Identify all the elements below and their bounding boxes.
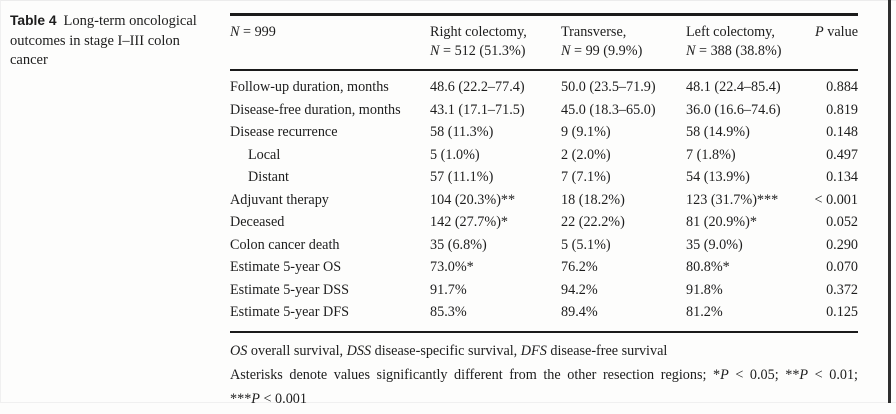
- header-transverse-line1: Transverse,: [561, 24, 627, 40]
- header-cell-left-colectomy: Left colectomy, N = 388 (38.8%): [686, 14, 813, 71]
- row-label: Follow-up duration, months: [230, 79, 389, 95]
- row-label: Distant: [248, 169, 289, 185]
- cell-p-value: < 0.001: [814, 191, 858, 208]
- cell-left-colectomy: 35 (9.0%): [686, 236, 743, 253]
- header-row: N = 999 Right colectomy, N = 512 (51.3%)…: [230, 14, 858, 71]
- cell-right-colectomy: 35 (6.8%): [430, 236, 487, 253]
- cell-right-colectomy: 48.6 (22.2–77.4): [430, 79, 525, 95]
- table-header: N = 999 Right colectomy, N = 512 (51.3%)…: [230, 14, 858, 71]
- header-cell-right-colectomy: Right colectomy, N = 512 (51.3%): [430, 14, 561, 71]
- cell-right-colectomy: 5 (1.0%): [430, 146, 480, 163]
- table-row: Follow-up duration, months 48.6 (22.2–77…: [230, 70, 858, 99]
- table-caption: Table 4 Long-term oncological outcomes in…: [10, 11, 212, 71]
- table-row: Estimate 5-year DFS 85.3% 89.4% 81.2% 0.…: [230, 301, 858, 332]
- cell-transverse: 22 (22.2%): [561, 214, 625, 230]
- cell-p-value: 0.884: [826, 79, 858, 95]
- footnote-abbreviations: OS overall survival, DSS disease-specifi…: [230, 342, 668, 359]
- row-label: Estimate 5-year OS: [230, 259, 342, 275]
- header-cell-n-total: N = 999: [230, 14, 430, 71]
- cell-right-colectomy: 73.0%*: [430, 259, 474, 275]
- table-row: Deceased 142 (27.7%)* 22 (22.2%) 81 (20.…: [230, 211, 858, 234]
- cell-left-colectomy: 36.0 (16.6–74.6): [686, 101, 781, 118]
- cell-transverse: 7 (7.1%): [561, 169, 611, 185]
- cell-p-value: 0.372: [826, 281, 858, 298]
- row-label: Colon cancer death: [230, 236, 340, 253]
- header-cell-transverse: Transverse, N = 99 (9.9%): [561, 14, 686, 71]
- cell-right-colectomy: 43.1 (17.1–71.5): [430, 101, 525, 118]
- cell-left-colectomy: 7 (1.8%): [686, 146, 736, 163]
- cell-left-colectomy: 123 (31.7%)***: [686, 191, 779, 208]
- cell-p-value: 0.134: [826, 169, 858, 185]
- cell-p-value: 0.052: [826, 214, 858, 230]
- cell-transverse: 89.4%: [561, 304, 598, 320]
- table-area: N = 999 Right colectomy, N = 512 (51.3%)…: [230, 13, 858, 414]
- header-transverse-line2: N = 99 (9.9%): [561, 43, 643, 59]
- cell-transverse: 45.0 (18.3–65.0): [561, 101, 656, 118]
- row-label: Local: [248, 146, 281, 163]
- cell-transverse: 94.2%: [561, 281, 598, 298]
- row-label: Deceased: [230, 214, 285, 230]
- cell-transverse: 5 (5.1%): [561, 236, 611, 253]
- oncological-outcomes-table: N = 999 Right colectomy, N = 512 (51.3%)…: [230, 13, 858, 333]
- header-left-colectomy-line2: N = 388 (38.8%): [686, 43, 782, 59]
- table-row: Disease-free duration, months 43.1 (17.1…: [230, 99, 858, 122]
- table-caption-text: Long-term oncological outcomes in stage …: [10, 13, 197, 68]
- header-right-colectomy-line1: Right colectomy,: [430, 24, 527, 40]
- cell-right-colectomy: 104 (20.3%)**: [430, 191, 516, 208]
- table-caption-label: Table 4: [10, 13, 57, 28]
- row-label: Estimate 5-year DSS: [230, 281, 349, 298]
- table-row: Local 5 (1.0%) 2 (2.0%) 7 (1.8%) 0.497: [230, 144, 858, 167]
- cell-right-colectomy: 142 (27.7%)*: [430, 214, 509, 230]
- cell-transverse: 50.0 (23.5–71.9): [561, 79, 656, 95]
- cell-right-colectomy: 58 (11.3%): [430, 124, 494, 140]
- cell-left-colectomy: 54 (13.9%): [686, 169, 750, 185]
- table-row: Estimate 5-year DSS 91.7% 94.2% 91.8% 0.…: [230, 279, 858, 302]
- cell-transverse: 9 (9.1%): [561, 124, 611, 140]
- cell-left-colectomy: 81 (20.9%)*: [686, 214, 757, 230]
- header-right-colectomy-line2: N = 512 (51.3%): [430, 43, 526, 59]
- cell-p-value: 0.148: [826, 124, 858, 140]
- table-footnotes: OS overall survival, DSS disease-specifi…: [230, 342, 858, 409]
- row-label: Disease recurrence: [230, 124, 338, 140]
- table-row: Distant 57 (11.1%) 7 (7.1%) 54 (13.9%) 0…: [230, 166, 858, 189]
- cell-left-colectomy: 48.1 (22.4–85.4): [686, 79, 781, 95]
- cell-right-colectomy: 91.7%: [430, 281, 467, 298]
- cell-left-colectomy: 80.8%*: [686, 259, 730, 275]
- table-row: Adjuvant therapy 104 (20.3%)** 18 (18.2%…: [230, 189, 858, 212]
- cell-right-colectomy: 57 (11.1%): [430, 169, 494, 185]
- table-row: Disease recurrence 58 (11.3%) 9 (9.1%) 5…: [230, 121, 858, 144]
- table-row: Colon cancer death 35 (6.8%) 5 (5.1%) 35…: [230, 234, 858, 257]
- right-edge-divider: [888, 0, 891, 403]
- cell-p-value: 0.819: [826, 101, 858, 118]
- row-label: Disease-free duration, months: [230, 101, 401, 118]
- cell-left-colectomy: 81.2%: [686, 304, 723, 320]
- row-label: Estimate 5-year DFS: [230, 304, 349, 320]
- footnote-significance-line2: ***P < 0.001: [230, 390, 307, 407]
- cell-p-value: 0.497: [826, 146, 858, 163]
- cell-left-colectomy: 91.8%: [686, 281, 723, 298]
- footnote-significance-line1: Asterisks denote values significantly di…: [230, 366, 858, 383]
- cell-transverse: 2 (2.0%): [561, 146, 611, 163]
- cell-p-value: 0.125: [826, 304, 858, 320]
- cell-right-colectomy: 85.3%: [430, 304, 467, 320]
- cell-p-value: 0.070: [826, 259, 858, 275]
- row-label: Adjuvant therapy: [230, 191, 329, 208]
- table-row: Estimate 5-year OS 73.0%* 76.2% 80.8%* 0…: [230, 256, 858, 279]
- cell-transverse: 76.2%: [561, 259, 598, 275]
- cell-left-colectomy: 58 (14.9%): [686, 124, 750, 140]
- header-left-colectomy-line1: Left colectomy,: [686, 24, 775, 40]
- cell-transverse: 18 (18.2%): [561, 191, 625, 208]
- header-cell-p-value: P value: [813, 14, 858, 71]
- table-body: Follow-up duration, months 48.6 (22.2–77…: [230, 70, 858, 332]
- cell-p-value: 0.290: [826, 236, 858, 253]
